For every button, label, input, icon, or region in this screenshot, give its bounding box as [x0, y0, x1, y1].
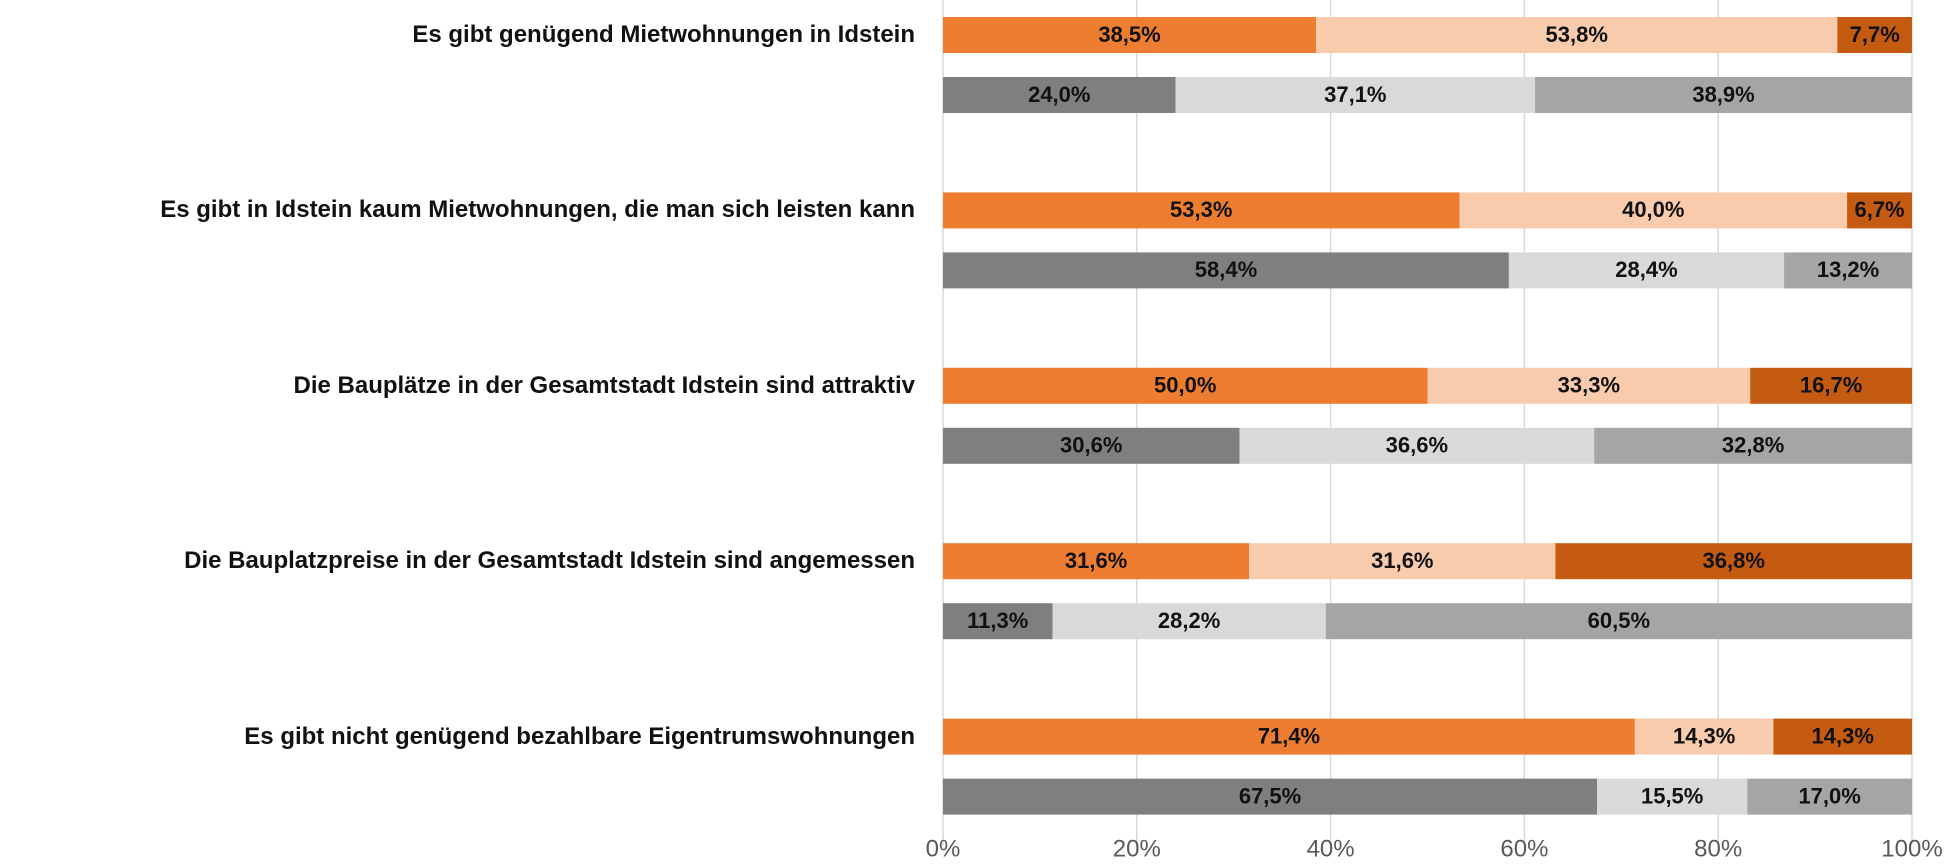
- data-label: 14,3%: [1673, 723, 1735, 748]
- data-label: 37,1%: [1324, 82, 1386, 107]
- data-label: 14,3%: [1812, 723, 1874, 748]
- bar-segment: [943, 17, 1317, 53]
- x-tick-label: 100%: [1881, 835, 1942, 862]
- bar-segment: [943, 427, 1240, 464]
- category-label: Es gibt nicht genügend bezahlbare Eigent…: [244, 722, 915, 750]
- bar-segment: [1594, 427, 1912, 464]
- bar-segment: [1773, 718, 1912, 755]
- bar-segment: [943, 252, 1509, 289]
- data-label: 6,7%: [1854, 197, 1904, 222]
- data-label: 30,6%: [1060, 433, 1122, 458]
- bar-segment: [943, 718, 1635, 755]
- data-label: 33,3%: [1558, 373, 1620, 398]
- data-label: 58,4%: [1195, 257, 1257, 282]
- bar-segment: [1175, 77, 1536, 113]
- data-label: 7,7%: [1850, 22, 1900, 47]
- data-label: 71,4%: [1258, 723, 1320, 748]
- bar-segment: [1750, 367, 1912, 404]
- bar-segment: [1634, 718, 1774, 755]
- x-tick-label: 0%: [926, 835, 961, 862]
- bar-segment: [1239, 427, 1595, 464]
- data-label: 50,0%: [1154, 373, 1216, 398]
- bar-segment: [1747, 778, 1912, 815]
- data-label: 60,5%: [1588, 608, 1650, 633]
- data-label: 53,8%: [1546, 22, 1608, 47]
- bar-segment: [1784, 252, 1912, 289]
- data-label: 28,2%: [1158, 608, 1220, 633]
- data-label: 31,6%: [1371, 548, 1433, 573]
- bar-segment: [943, 77, 1176, 113]
- x-tick-label: 40%: [1307, 835, 1355, 862]
- data-label: 28,4%: [1615, 257, 1677, 282]
- data-label: 15,5%: [1641, 783, 1703, 808]
- category-label: Es gibt genügend Mietwohnungen in Idstei…: [412, 21, 915, 48]
- data-label: 11,3%: [967, 608, 1028, 633]
- data-label: 32,8%: [1722, 433, 1784, 458]
- bar-segment: [1555, 543, 1912, 580]
- bar-segment: [1847, 192, 1912, 229]
- x-tick-label: 80%: [1694, 835, 1742, 862]
- data-label: 36,8%: [1703, 548, 1765, 573]
- data-label: 31,6%: [1065, 548, 1127, 573]
- data-label: 36,6%: [1386, 433, 1448, 458]
- data-label: 17,0%: [1798, 783, 1860, 808]
- data-label: 38,5%: [1098, 22, 1160, 47]
- data-label: 13,2%: [1817, 257, 1879, 282]
- data-label: 16,7%: [1800, 373, 1862, 398]
- data-label: 40,0%: [1622, 197, 1684, 222]
- x-tick-label: 60%: [1500, 835, 1548, 862]
- bar-segment: [1325, 603, 1912, 640]
- bar-segment: [943, 192, 1460, 229]
- bar-segment: [1316, 17, 1838, 53]
- bar-segment: [943, 778, 1598, 815]
- x-tick-label: 20%: [1113, 835, 1161, 862]
- bar-segment: [1459, 192, 1848, 229]
- bar-segment: [1535, 77, 1912, 113]
- bar-segment: [1249, 543, 1556, 580]
- bar-segment: [1597, 778, 1748, 815]
- bar-segment: [1427, 367, 1751, 404]
- bar-segment: [943, 603, 1053, 640]
- data-label: 53,3%: [1170, 197, 1232, 222]
- category-label: Die Bauplatzpreise in der Gesamtstadt Id…: [184, 547, 915, 575]
- category-label: Die Bauplätze in der Gesamtstadt Idstein…: [293, 371, 916, 399]
- data-label: 67,5%: [1239, 783, 1301, 808]
- bar-segment: [1837, 17, 1912, 53]
- data-label: 24,0%: [1028, 82, 1090, 107]
- category-label: Es gibt in Idstein kaum Mietwohnungen, d…: [160, 196, 915, 224]
- bar-segment: [943, 543, 1250, 580]
- bar-segment: [1508, 252, 1785, 289]
- data-label: 38,9%: [1692, 82, 1754, 107]
- bar-segment: [1052, 603, 1326, 640]
- bar-segment: [943, 367, 1428, 404]
